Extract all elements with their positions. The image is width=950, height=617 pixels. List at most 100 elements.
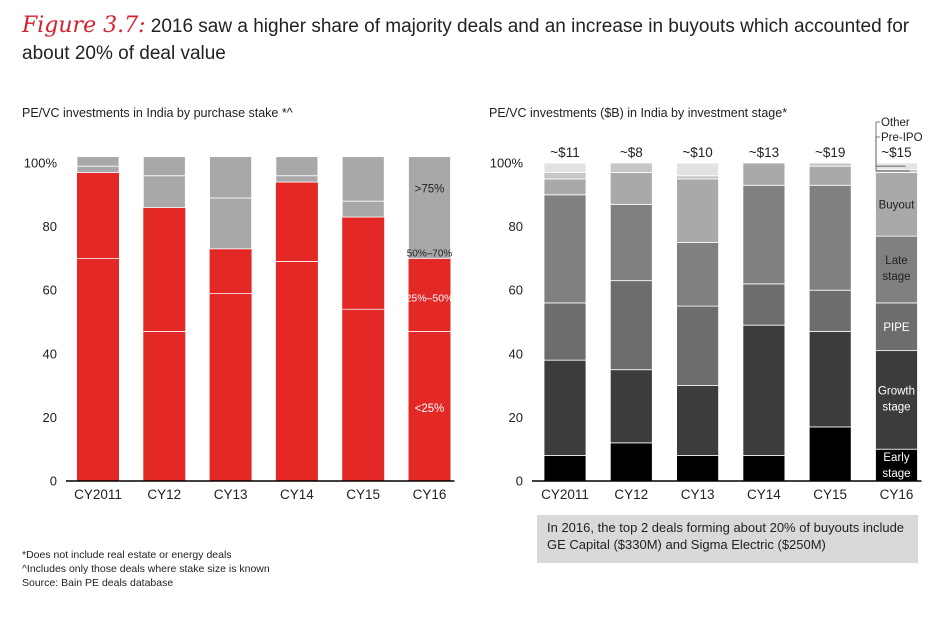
stage-ytick-20: 20 <box>509 410 523 425</box>
stage-bar-cy15-growth-stage <box>808 331 852 428</box>
stage-bar-cy12-pre-ipo <box>609 162 653 173</box>
stake-xtick-cy14: CY14 <box>280 487 314 502</box>
stage-bar-cy2011-pipe <box>543 302 587 361</box>
stage-bar-cy14-early-stage <box>742 455 786 482</box>
stake-label-50-70: 50%–70% <box>407 249 453 260</box>
stage-xtick-cy16: CY16 <box>880 487 914 502</box>
stage-bar-cy15-early-stage <box>808 426 852 482</box>
stake-xtick-cy2011: CY2011 <box>74 487 122 502</box>
stage-bar-cy16-late-stage <box>875 235 918 304</box>
footnotes: *Does not include real estate or energy … <box>22 548 270 590</box>
stake-xtick-cy13: CY13 <box>214 487 248 502</box>
stake-bar-cy14-25 <box>275 261 318 481</box>
stake-ytick-60: 60 <box>43 283 57 298</box>
stage-bar-cy13-pre-ipo <box>676 175 719 180</box>
stage-total-cy13: ~$10 <box>682 145 712 160</box>
stage-ytick-0: 0 <box>516 474 523 489</box>
stake-bar-cy16-25 <box>408 331 451 481</box>
stake-bar-cy2011-50-70 <box>76 165 120 173</box>
stage-bar-cy14-growth-stage <box>742 324 786 456</box>
stage-bar-cy2011-other <box>543 162 587 173</box>
stake-label-25: <25% <box>415 403 445 415</box>
stage-bar-cy13-buyout <box>676 178 719 243</box>
stake-bar-cy13-25 <box>209 293 252 481</box>
stage-bar-cy15-pipe <box>808 289 852 332</box>
stage-bar-cy2011-pre-ipo <box>543 172 587 180</box>
stake-label-75: >75% <box>415 183 445 195</box>
stake-ytick-40: 40 <box>43 346 57 361</box>
figure-label: Figure 3.7: <box>22 13 146 38</box>
stake-bar-cy16-75 <box>408 156 451 259</box>
stage-bar-cy14-buyout <box>742 162 786 186</box>
stage-total-cy15: ~$19 <box>815 145 845 160</box>
stake-bar-cy15-25-50 <box>342 217 385 310</box>
stake-ytick-0: 0 <box>50 474 57 489</box>
stage-label-early-stage: Early stage <box>882 452 910 480</box>
stage-bar-cy13-other <box>676 162 719 177</box>
stage-label-growth-stage: Growth stage <box>878 385 915 413</box>
figure-title-text: 2016 saw a higher share of majority deal… <box>22 16 910 64</box>
stage-xtick-cy15: CY15 <box>813 487 847 502</box>
stage-total-cy2011: ~$11 <box>550 145 579 160</box>
footnote-1: *Does not include real estate or energy … <box>22 549 232 561</box>
stage-bar-cy14-pipe <box>742 283 786 326</box>
stake-ytick-100: 100% <box>24 156 58 171</box>
stage-xtick-cy2011: CY2011 <box>541 487 589 502</box>
stage-total-cy12: ~$8 <box>620 145 643 160</box>
stake-bar-cy15-75 <box>341 156 385 202</box>
stake-bar-cy15-50-70 <box>341 200 385 218</box>
footnote-2: ^Includes only those deals where stake s… <box>22 563 270 575</box>
stage-total-cy16: ~$15 <box>881 145 911 160</box>
stage-bar-cy13-pipe <box>676 305 719 387</box>
stage-bar-cy12-buyout <box>609 172 653 205</box>
stage-xtick-cy12: CY12 <box>614 487 648 502</box>
figure-title: Figure 3.7: 2016 saw a higher share of m… <box>22 12 937 67</box>
stake-bar-cy12-50-70 <box>142 175 186 208</box>
stage-label-late-stage: Late stage <box>882 255 910 283</box>
stage-total-cy14: ~$13 <box>749 145 779 160</box>
stake-ytick-80: 80 <box>43 219 57 234</box>
stage-label-buyout: Buyout <box>879 199 916 211</box>
stake-bar-cy14-50-70 <box>275 175 319 183</box>
stage-bar-cy16-buyout <box>875 172 918 237</box>
stake-bar-cy2011-25-50 <box>77 172 119 259</box>
stage-bar-cy16-early-stage <box>875 448 918 482</box>
stage-legend-leader-pre-ipo <box>875 136 910 172</box>
stage-bar-cy16-pipe <box>875 302 918 352</box>
stage-bar-cy15-buyout <box>808 165 852 186</box>
left-chart-title: PE/VC investments in India by purchase s… <box>22 106 293 120</box>
stage-xtick-cy13: CY13 <box>681 487 715 502</box>
stage-bar-cy2011-early-stage <box>543 455 587 482</box>
stake-bar-cy14-25-50 <box>275 182 318 262</box>
stake-bar-cy14-75 <box>275 156 319 177</box>
stake-bar-cy12-25 <box>143 331 186 481</box>
stage-bar-cy12-growth-stage <box>609 369 653 444</box>
stage-ytick-60: 60 <box>509 283 523 298</box>
stake-bar-cy2011-25 <box>77 258 119 481</box>
stake-xtick-cy15: CY15 <box>346 487 380 502</box>
stage-label-pipe: PIPE <box>883 322 910 334</box>
stage-bar-cy12-late-stage <box>609 203 653 282</box>
stage-bar-cy2011-buyout <box>543 178 587 196</box>
stake-bar-cy2011-75 <box>76 156 120 167</box>
stake-xtick-cy12: CY12 <box>147 487 181 502</box>
stage-bar-cy13-early-stage <box>676 455 719 482</box>
stage-bar-cy12-early-stage <box>609 442 653 482</box>
stage-bar-cy12-pipe <box>609 280 653 371</box>
stake-label-25-50: 25%–50% <box>406 293 454 305</box>
stake-ytick-20: 20 <box>43 410 57 425</box>
stake-bar-cy13-50-70 <box>209 197 253 250</box>
stage-bar-cy2011-growth-stage <box>543 359 587 456</box>
stake-bar-cy16-25-50 <box>408 258 451 332</box>
stake-bar-cy12-75 <box>142 156 186 177</box>
stage-bar-cy15-late-stage <box>808 184 852 291</box>
stage-ytick-40: 40 <box>509 346 523 361</box>
footnote-3: Source: Bain PE deals database <box>22 577 174 589</box>
right-chart-title: PE/VC investments ($B) in India by inves… <box>489 106 788 120</box>
stage-bar-cy2011-late-stage <box>543 194 587 304</box>
stage-bar-cy15-pre-ipo <box>808 162 852 167</box>
stake-bar-cy15-25 <box>342 309 385 481</box>
stage-legend-pre-ipo: Pre-IPO <box>881 132 923 144</box>
stage-bar-cy13-growth-stage <box>676 385 719 456</box>
